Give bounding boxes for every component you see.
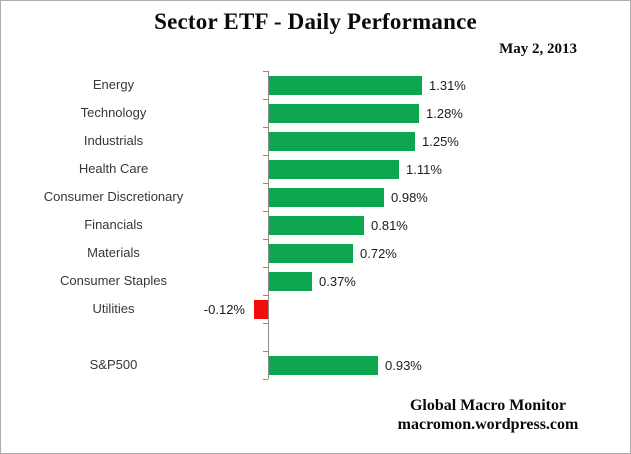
axis-tick	[263, 127, 268, 128]
value-label: 1.28%	[426, 106, 463, 121]
value-label: 1.31%	[429, 78, 466, 93]
category-label: Industrials	[83, 133, 144, 148]
attribution: Global Macro Monitor macromon.wordpress.…	[338, 396, 630, 434]
category-label: Energy	[92, 77, 135, 92]
chart-title: Sector ETF - Daily Performance	[154, 9, 477, 34]
axis-tick	[263, 379, 268, 380]
axis-tick	[263, 323, 268, 324]
value-label: 1.25%	[422, 134, 459, 149]
chart-date: May 2, 2013	[499, 41, 577, 57]
positive-bar	[269, 76, 422, 95]
attribution-line2: macromon.wordpress.com	[397, 416, 579, 433]
value-label: 0.93%	[385, 358, 422, 373]
axis-tick	[263, 267, 268, 268]
value-label: 0.98%	[391, 190, 428, 205]
positive-bar	[269, 356, 378, 375]
category-label: Consumer Staples	[60, 273, 167, 288]
positive-bar	[269, 132, 415, 151]
axis-tick	[263, 295, 268, 296]
positive-bar	[269, 272, 312, 291]
value-label: 1.11%	[406, 162, 442, 177]
axis-tick	[263, 155, 268, 156]
axis-tick	[263, 71, 268, 72]
positive-bar	[269, 216, 364, 235]
category-label: Materials	[87, 245, 140, 260]
value-label: 0.81%	[371, 218, 408, 233]
category-label: Health Care	[78, 161, 149, 176]
positive-bar	[269, 244, 353, 263]
axis-tick	[263, 239, 268, 240]
axis-tick	[263, 99, 268, 100]
axis-tick	[263, 351, 268, 352]
negative-bar	[254, 300, 268, 319]
value-label: -0.12%	[203, 302, 245, 317]
category-label: Utilities	[92, 301, 135, 316]
axis-tick	[263, 183, 268, 184]
positive-bar	[269, 160, 399, 179]
value-label: 0.37%	[319, 274, 356, 289]
category-label: S&P500	[89, 357, 138, 372]
positive-bar	[269, 188, 384, 207]
category-axis	[268, 71, 269, 379]
axis-tick	[263, 211, 268, 212]
attribution-line1: Global Macro Monitor	[409, 397, 567, 414]
positive-bar	[269, 104, 419, 123]
category-label: Technology	[80, 105, 147, 120]
category-label: Consumer Discretionary	[43, 189, 184, 204]
category-label: Financials	[84, 217, 143, 232]
value-label: 0.72%	[360, 246, 397, 261]
